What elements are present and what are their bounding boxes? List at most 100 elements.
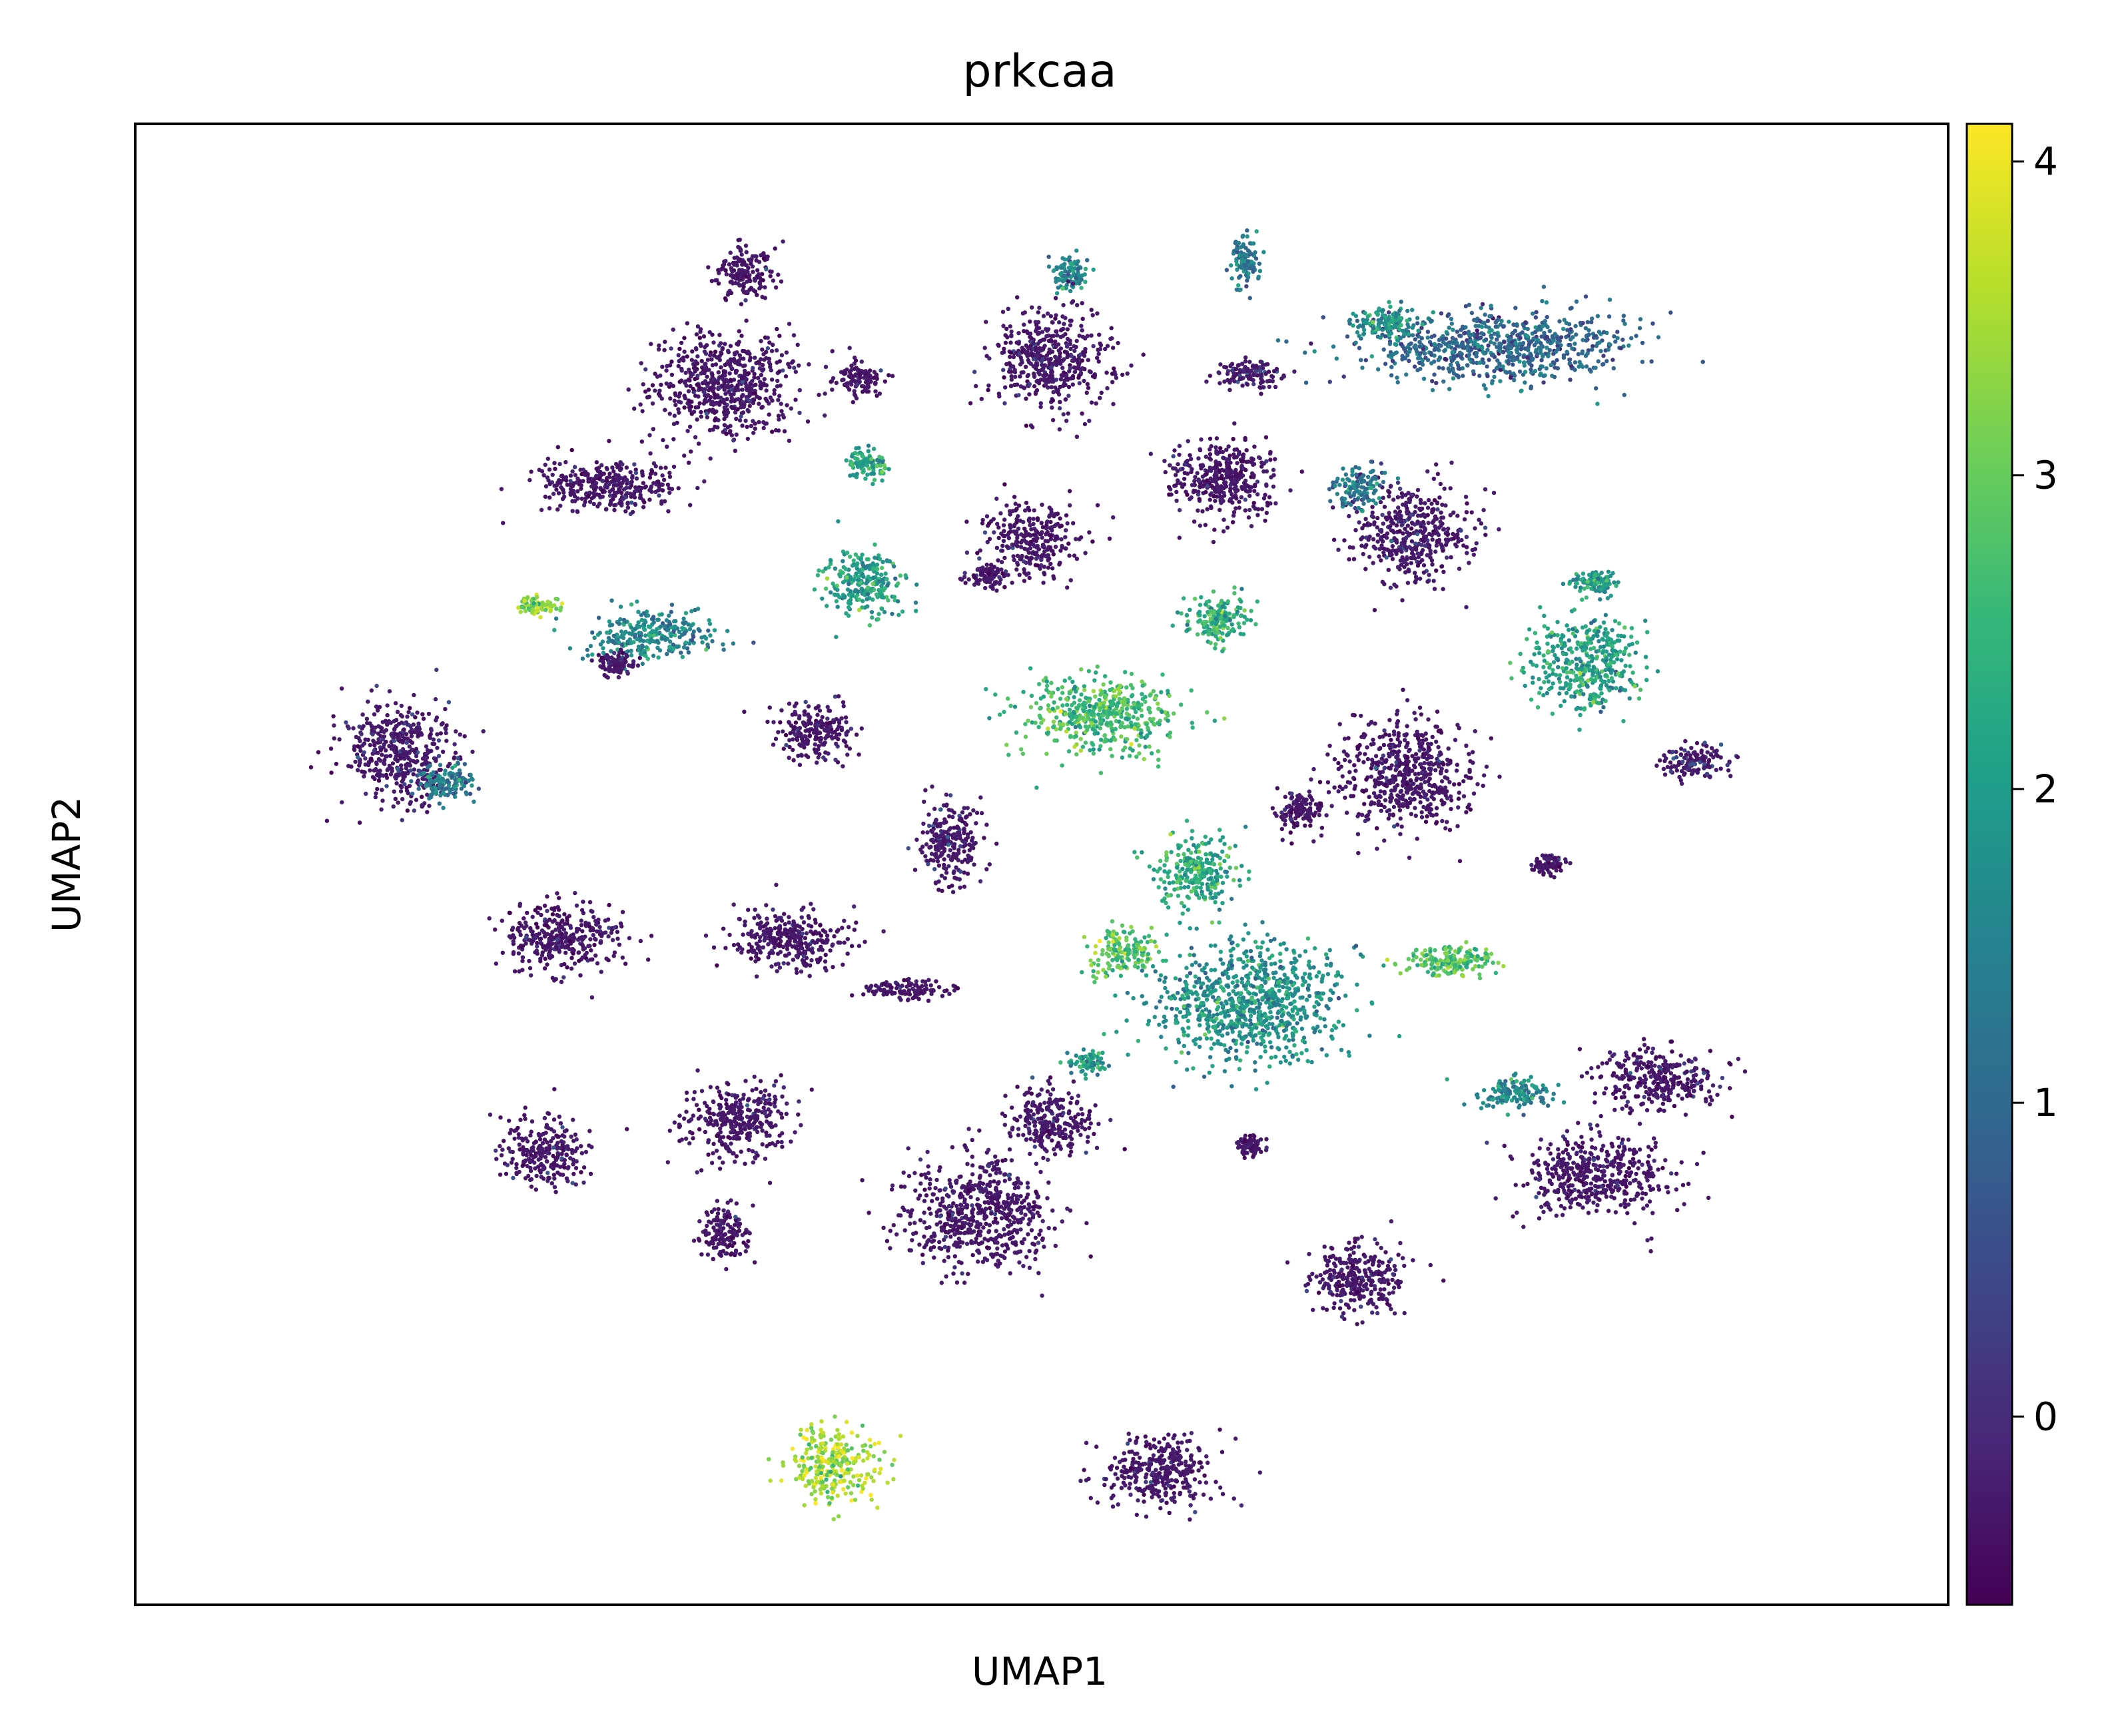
scatter-point [1264, 482, 1269, 487]
scatter-point [671, 437, 676, 441]
scatter-point [642, 500, 647, 505]
scatter-point [585, 653, 590, 658]
scatter-point [886, 598, 890, 603]
scatter-point [1490, 381, 1495, 386]
scatter-point [741, 404, 747, 410]
scatter-point [561, 490, 566, 495]
scatter-point [1048, 561, 1053, 567]
scatter-point [884, 559, 890, 563]
scatter-point [1541, 380, 1546, 385]
scatter-point [721, 369, 726, 374]
scatter-point [1045, 311, 1050, 316]
scatter-point [996, 392, 1002, 396]
scatter-point [1027, 508, 1032, 513]
scatter-point [1214, 473, 1219, 478]
scatter-point [1232, 613, 1236, 618]
scatter-point [1489, 353, 1495, 358]
scatter-point [580, 656, 585, 661]
scatter-point [982, 578, 987, 583]
scatter-point [1015, 553, 1020, 558]
scatter-point [547, 467, 552, 472]
scatter-point [649, 489, 654, 494]
scatter-point [779, 409, 784, 414]
scatter-point [1390, 528, 1395, 533]
scatter-point [1077, 537, 1082, 541]
scatter-point [669, 372, 675, 377]
scatter-point [608, 629, 613, 634]
scatter-point [1612, 334, 1616, 339]
scatter-point [1085, 258, 1090, 262]
scatter-point [1022, 527, 1027, 531]
scatter-point [1214, 642, 1218, 647]
scatter-point [1606, 314, 1612, 319]
scatter-point [638, 493, 643, 497]
scatter-point [1029, 527, 1034, 532]
scatter-point [1232, 421, 1237, 426]
scatter-point [1347, 491, 1352, 496]
scatter-point [1234, 506, 1238, 511]
scatter-point [841, 378, 846, 382]
scatter-point [1574, 299, 1579, 304]
scatter-point [659, 382, 663, 387]
scatter-point [624, 485, 629, 490]
scatter-point [725, 410, 731, 415]
scatter-point [1198, 447, 1202, 451]
scatter-point [1523, 370, 1528, 374]
scatter-point [994, 496, 999, 501]
scatter-point [859, 462, 864, 467]
scatter-point [1214, 445, 1218, 449]
scatter-point [1116, 340, 1120, 346]
scatter-point [700, 640, 705, 645]
scatter-point [849, 382, 854, 387]
scatter-point [698, 327, 703, 332]
scatter-point [848, 374, 853, 380]
scatter-point [875, 595, 881, 599]
scatter-point [598, 642, 603, 647]
scatter-point [1403, 503, 1408, 507]
scatter-point [1567, 361, 1573, 366]
scatter-point [1422, 513, 1427, 518]
scatter-point [1028, 561, 1032, 566]
scatter-point [777, 334, 782, 338]
scatter-point [1240, 244, 1245, 249]
scatter-point [1480, 346, 1485, 350]
scatter-point [1535, 328, 1540, 332]
scatter-point [757, 286, 762, 291]
scatter-point [709, 357, 714, 362]
scatter-point [1527, 342, 1532, 347]
scatter-point [676, 353, 681, 358]
scatter-point [1065, 343, 1070, 348]
scatter-point [722, 400, 727, 406]
scatter-point [1046, 385, 1050, 390]
scatter-point [1634, 334, 1638, 338]
scatter-point [876, 617, 881, 622]
scatter-point [1386, 567, 1391, 573]
scatter-point [665, 444, 669, 449]
scatter-point [667, 474, 673, 479]
scatter-point [1393, 342, 1397, 347]
scatter-point [745, 436, 751, 441]
scatter-point [727, 262, 732, 267]
scatter-point [551, 491, 556, 496]
scatter-point [1034, 550, 1039, 555]
scatter-point [1083, 280, 1088, 284]
scatter-point [791, 333, 797, 338]
scatter-point [1244, 448, 1249, 453]
scatter-point [1522, 360, 1527, 366]
scatter-point [1040, 502, 1044, 507]
scatter-point [1016, 393, 1021, 398]
scatter-point [1018, 362, 1023, 367]
scatter-point [1109, 326, 1114, 330]
scatter-point [1023, 364, 1028, 370]
scatter-point [1416, 328, 1421, 333]
scatter-point [713, 362, 719, 367]
scatter-point [1256, 274, 1261, 279]
scatter-point [552, 603, 557, 608]
scatter-point [727, 361, 733, 366]
scatter-point [1357, 520, 1361, 525]
scatter-point [668, 632, 673, 637]
scatter-point [1493, 324, 1498, 329]
scatter-point [1086, 358, 1091, 362]
scatter-point [1526, 360, 1531, 364]
scatter-point [569, 490, 573, 495]
